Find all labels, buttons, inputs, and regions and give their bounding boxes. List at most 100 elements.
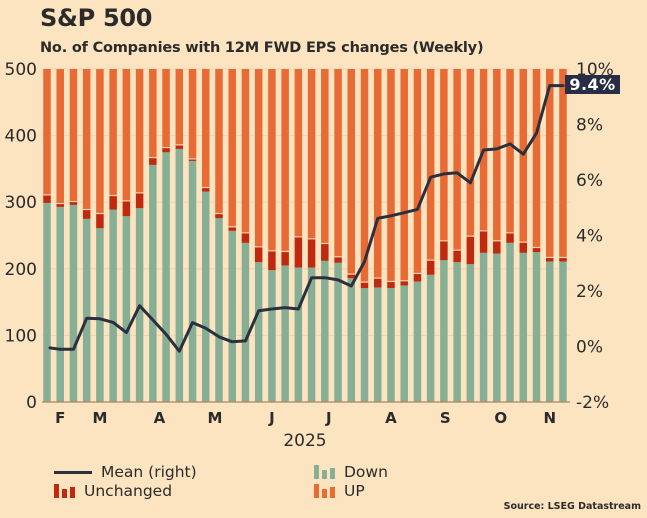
bar-week [82, 69, 91, 402]
legend-label-unchanged: Unchanged [84, 482, 173, 500]
bar-segment-up [321, 69, 329, 244]
bar-segment-down [162, 152, 170, 402]
bar-segment-unchanged [202, 187, 210, 192]
bar-segment-up [413, 69, 422, 274]
bar-segment-down [374, 287, 382, 402]
bar-week [175, 69, 184, 402]
bar-week [122, 69, 131, 402]
bar-segment-separator [360, 281, 369, 283]
bar-segment-up [215, 69, 223, 214]
bar-segment-down [307, 267, 316, 402]
bar-segment-up [426, 69, 435, 261]
right-axis-tick-label: 2% [576, 282, 603, 302]
bar-week [109, 69, 117, 402]
bar-segment-down [96, 228, 104, 402]
bar-segment-down [321, 260, 329, 402]
bar-segment-unchanged [281, 251, 289, 266]
legend-bar-swatch-up [314, 484, 335, 498]
bar-segment-separator [254, 246, 263, 248]
bar-segment-down [228, 230, 236, 402]
bar-segment-up [56, 69, 64, 204]
bar-week [387, 69, 395, 402]
bar-segment-down [254, 262, 263, 402]
bar-segment-up [202, 69, 210, 188]
bar-segment-separator [122, 200, 131, 202]
bar-segment-separator [175, 144, 184, 146]
bar-segment-separator [440, 240, 448, 242]
month-tick-label: F [55, 409, 65, 427]
bar-segment-down [387, 288, 395, 402]
bar-segment-unchanged [175, 144, 184, 149]
bar-segment-separator [281, 250, 289, 253]
bar-segment-unchanged [374, 278, 382, 288]
left-axis-tick-label: 0 [26, 393, 37, 413]
bar-segment-down [360, 288, 369, 402]
bar-segment-up [440, 69, 448, 241]
legend-item-unchanged: Unchanged [54, 482, 172, 500]
legend-label-mean: Mean (right) [101, 463, 197, 481]
bar-segment-unchanged [413, 273, 422, 282]
bar-segment-separator [215, 212, 223, 215]
legend-label-up: UP [344, 482, 365, 500]
bar-segment-separator [202, 186, 210, 189]
bar-segment-up [254, 69, 263, 247]
bar-segment-down [453, 262, 461, 402]
x-axis-label: 2025 [283, 431, 326, 451]
bar-segment-separator [374, 277, 382, 279]
bar-segment-up [307, 69, 316, 239]
bar-week [374, 69, 382, 402]
bar-segment-separator [347, 273, 356, 275]
bar-segment-unchanged [228, 226, 236, 231]
bar-week [453, 69, 461, 402]
bar-week [228, 69, 236, 402]
month-tick-label: S [440, 409, 451, 427]
bar-segment-unchanged [254, 246, 263, 263]
bar-segment-unchanged [43, 194, 51, 203]
bar-segment-down [413, 281, 422, 402]
month-tick-label: A [385, 409, 397, 427]
bar-segment-separator [387, 280, 395, 283]
bar-week [493, 69, 501, 402]
left-axis-tick-label: 200 [5, 260, 37, 280]
bar-segment-unchanged [241, 232, 250, 243]
month-tick-label: M [208, 409, 223, 427]
bar-week [321, 69, 329, 402]
bar-segment-up [175, 69, 184, 145]
bar-week [360, 69, 369, 402]
bar-segment-unchanged [387, 281, 395, 289]
bar-segment-up [545, 69, 554, 258]
bar-segment-down [43, 202, 51, 402]
bar-week [96, 69, 104, 402]
bar-segment-down [109, 209, 117, 402]
legend-label-down: Down [344, 463, 388, 481]
right-axis-tick-label: 6% [576, 171, 603, 191]
chart-title: S&P 500 [40, 4, 153, 32]
bar-week [479, 69, 488, 402]
bar-segment-down [149, 164, 157, 402]
bar-segment-up [559, 69, 567, 258]
bar-segment-up [347, 69, 356, 275]
bar-segment-up [122, 69, 131, 201]
bar-segment-unchanged [69, 201, 78, 205]
bar-segment-unchanged [493, 240, 501, 254]
bar-segment-down [122, 216, 131, 402]
bar-segment-unchanged [307, 238, 316, 268]
bar-segment-unchanged [294, 236, 303, 268]
bar-week [56, 69, 64, 402]
bar-week [268, 69, 276, 402]
gridlines [42, 68, 570, 336]
bar-segment-unchanged [215, 213, 223, 219]
bar-segment-unchanged [400, 280, 408, 286]
bar-segment-separator [82, 208, 91, 211]
bar-series [43, 69, 567, 402]
bar-segment-unchanged [135, 192, 144, 209]
bar-segment-down [400, 285, 408, 402]
bar-segment-up [360, 69, 369, 283]
bar-segment-separator [96, 212, 104, 215]
bar-segment-down [56, 206, 64, 402]
bar-segment-up [387, 69, 395, 282]
bar-segment-separator [43, 194, 51, 196]
month-tick-label: J [325, 409, 332, 427]
bar-segment-up [268, 69, 276, 251]
